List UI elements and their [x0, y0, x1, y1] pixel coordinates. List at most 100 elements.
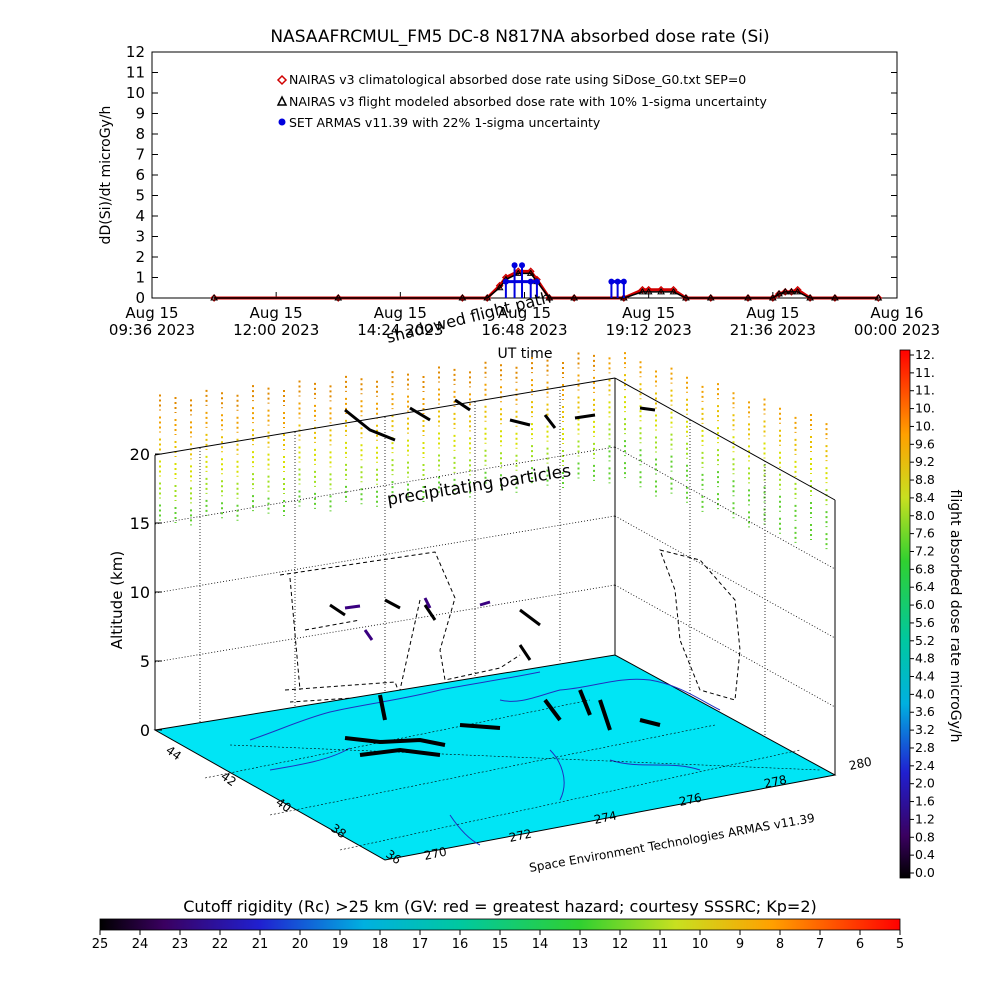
y-tick-label: 6	[135, 166, 145, 184]
dose-tick-label: 6.8	[915, 561, 935, 576]
data-point-series-1	[806, 294, 814, 301]
data-point-series-1	[657, 287, 665, 295]
rigidity-tick-label: 12	[612, 937, 629, 952]
legend-entry-blue: SET ARMAS v11.39 with 22% 1-sigma uncert…	[289, 115, 601, 130]
altitude-tick-label: 10	[130, 583, 150, 602]
altitude-tick-label: 5	[140, 652, 150, 671]
back-wall-grid	[154, 387, 836, 737]
dose-tick-label: 9.2	[915, 454, 935, 469]
dose-tick-label: 7.6	[915, 526, 935, 541]
rigidity-tick-label: 17	[412, 937, 429, 952]
top-y-axis-label: dD(Si)/dt microGy/h	[98, 106, 114, 245]
y-tick-label: 1	[135, 269, 145, 287]
longitude-ticks: 270 272 274 276 278 280	[423, 754, 873, 862]
data-point-series-1	[831, 294, 839, 301]
x-tick-label-time: 14:24 2023	[357, 321, 443, 339]
dose-tick-label: 3.2	[915, 722, 935, 737]
data-point-series-1	[706, 294, 715, 301]
legend-marker-red	[276, 74, 288, 86]
y-tick-label: 3	[135, 228, 145, 246]
altitude-axis-label: Altitude (km)	[108, 551, 126, 649]
y-tick-label: 0	[135, 289, 145, 307]
data-point-series-1	[781, 287, 790, 295]
data-point-series-1	[495, 283, 504, 291]
altitude-ticks: 0 5 10 15 20	[130, 445, 162, 740]
data-point-series-1	[775, 289, 783, 297]
rigidity-colorbar-ticks: 25 24 23 22 21 20 19 18 17 16 15 14 13 12 11 10 9 8 7 6 5	[92, 930, 904, 952]
flight-track-ground	[344, 689, 661, 757]
flight-track-low-dose	[344, 597, 491, 641]
y-tick-label: 11	[126, 64, 145, 82]
dose-colorbar-label: flight absorbed dose rate microGy/h	[947, 490, 963, 743]
y-tick-label: 7	[135, 146, 145, 164]
x-tick-label-date: Aug 15	[125, 304, 178, 322]
rigidity-tick-label: 11	[652, 937, 669, 952]
y-tick-label: 4	[135, 207, 145, 225]
x-tick-label-date: Aug 15	[622, 304, 675, 322]
rigidity-tick-label: 25	[92, 937, 109, 952]
data-point-series-1	[514, 269, 523, 276]
dose-tick-label: 6.4	[915, 579, 935, 594]
data-point-series-1	[787, 287, 796, 295]
rigidity-tick-label: 22	[212, 937, 229, 952]
x-tick-label-date: Aug 15	[374, 304, 427, 322]
y-tick-label: 12	[126, 43, 145, 61]
dose-tick-label: 12.	[915, 347, 935, 362]
rigidity-tick-label: 5	[896, 937, 904, 952]
x-tick-label-date: Aug 15	[498, 304, 551, 322]
x-tick-label-time: 09:36 2023	[109, 321, 195, 339]
legend-marker-blue	[278, 118, 286, 126]
dose-tick-label: 1.6	[915, 794, 935, 809]
x-tick-label-time: 16:48 2023	[481, 321, 567, 339]
altitude-tick-label: 0	[140, 721, 150, 740]
y-tick-label: 2	[135, 248, 145, 266]
dose-tick-label: 7.2	[915, 543, 935, 558]
rigidity-tick-label: 21	[252, 937, 269, 952]
y-tick-label: 10	[126, 84, 145, 102]
rigidity-tick-label: 20	[292, 937, 309, 952]
dose-tick-label: 0.4	[915, 847, 935, 862]
x-tick-label-time: 19:12 2023	[606, 321, 692, 339]
rigidity-tick-label: 10	[692, 937, 709, 952]
dose-tick-label: 11.	[915, 365, 935, 380]
data-point-series-1	[570, 294, 579, 301]
rigidity-tick-label: 7	[816, 937, 824, 952]
rigidity-tick-label: 13	[572, 937, 589, 952]
rigidity-tick-label: 16	[452, 937, 469, 952]
data-point-series-0	[830, 294, 839, 302]
y-tick-label: 9	[135, 105, 145, 123]
precipitating-particle-field	[159, 352, 828, 550]
legend-marker-black	[276, 95, 288, 106]
dose-tick-label: 2.0	[915, 776, 935, 791]
x-tick-label-time: 00:00 2023	[854, 321, 940, 339]
dose-tick-label: 2.4	[915, 758, 935, 773]
data-point-series-0	[334, 294, 343, 302]
legend-entry-black: NAIRAS v3 flight modeled absorbed dose r…	[289, 94, 768, 109]
dose-tick-label: 8.0	[915, 508, 935, 523]
dose-tick-label: 4.8	[915, 651, 935, 666]
data-point-series-2	[519, 262, 526, 269]
dose-tick-label: 1.2	[915, 811, 935, 826]
rigidity-tick-label: 9	[736, 937, 744, 952]
data-point-series-0	[874, 294, 883, 302]
data-point-series-1	[210, 294, 218, 301]
data-point-series-1	[874, 294, 883, 301]
data-point-series-1	[793, 287, 802, 295]
data-point-series-0	[657, 285, 666, 294]
data-point-series-1	[334, 294, 343, 301]
x-tick-label-time: 12:00 2023	[233, 321, 319, 339]
latitude-tick-label: 44	[163, 743, 184, 763]
rigidity-colorbar: Cutoff rigidity (Rc) >25 km (GV: red = g…	[92, 897, 904, 952]
x-tick-label-date: Aug 15	[746, 304, 799, 322]
altitude-tick-label: 15	[130, 514, 150, 533]
chart-title: NASAAFRCMUL_FM5 DC-8 N817NA absorbed dos…	[270, 27, 769, 47]
dose-tick-label: 4.4	[915, 669, 935, 684]
data-point-series-2	[511, 262, 518, 269]
rigidity-tick-label: 19	[332, 937, 349, 952]
data-point-series-0	[638, 285, 647, 294]
altitude-tick-label: 20	[130, 445, 150, 464]
top-series	[210, 262, 883, 302]
longitude-tick-label: 278	[763, 772, 788, 790]
